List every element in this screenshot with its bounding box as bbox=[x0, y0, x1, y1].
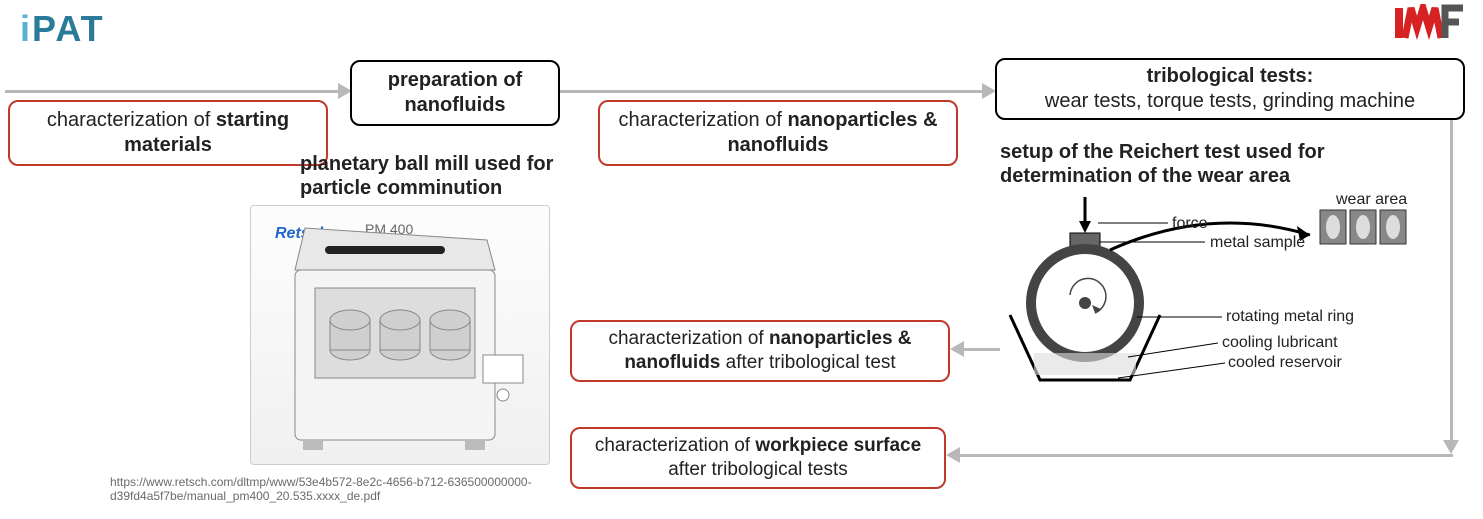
node-after-nano-prefix: characterization of bbox=[608, 328, 769, 349]
label-reservoir: cooled reservoir bbox=[1228, 354, 1342, 372]
caption-mill: planetary ball mill used for particle co… bbox=[300, 152, 600, 200]
mill-citation: https://www.retsch.com/dltmp/www/53e4b57… bbox=[110, 475, 550, 504]
node-tribo-title: tribological tests: bbox=[1147, 65, 1314, 87]
node-after-surf-suffix: after tribological tests bbox=[668, 459, 848, 480]
arrow-bottom-head bbox=[946, 447, 960, 463]
mill-illustration: Retsch PM 400 bbox=[250, 205, 550, 465]
ipat-logo: iPAT bbox=[20, 8, 105, 50]
arrow-vr bbox=[1450, 118, 1453, 443]
node-nano-prefix: characterization of bbox=[618, 109, 787, 131]
iwf-logo bbox=[1395, 4, 1465, 44]
ipat-logo-text: PAT bbox=[32, 8, 105, 49]
arrow-bottom bbox=[958, 454, 1453, 457]
label-wear-area: wear area bbox=[1336, 191, 1407, 209]
node-after-surf-prefix: characterization of bbox=[595, 435, 756, 456]
node-nano: characterization of nanoparticles & nano… bbox=[598, 100, 958, 166]
node-after-surf-bold: workpiece surface bbox=[755, 435, 921, 456]
label-ring: rotating metal ring bbox=[1226, 308, 1354, 326]
label-metal-sample: metal sample bbox=[1210, 234, 1305, 252]
caption-reichert: setup of the Reichert test used for dete… bbox=[1000, 140, 1430, 188]
node-prep: preparation of nanofluids bbox=[350, 60, 560, 126]
arrow-2 bbox=[555, 90, 985, 93]
node-starting-prefix: characterization of bbox=[47, 109, 216, 131]
node-tribo: tribological tests: wear tests, torque t… bbox=[995, 58, 1465, 120]
reichert-diagram: force metal sample rotating metal ring c… bbox=[1000, 195, 1420, 390]
node-after-surf: characterization of workpiece surface af… bbox=[570, 427, 946, 489]
node-tribo-sub: wear tests, torque tests, grinding machi… bbox=[1045, 90, 1415, 112]
node-after-nano: characterization of nanoparticles & nano… bbox=[570, 320, 950, 382]
arrow-vr-head bbox=[1443, 440, 1459, 454]
node-starting: characterization of starting materials bbox=[8, 100, 328, 166]
arrow-1 bbox=[5, 90, 340, 93]
node-after-nano-suffix: after tribological test bbox=[720, 352, 895, 373]
label-force: force bbox=[1172, 215, 1208, 233]
arrow-after-nano-head bbox=[950, 341, 964, 357]
node-prep-bold: preparation of nanofluids bbox=[388, 69, 522, 116]
label-coolant: cooling lubricant bbox=[1222, 334, 1338, 352]
arrow-2-head bbox=[982, 83, 996, 99]
arrow-after-nano bbox=[962, 348, 1002, 351]
